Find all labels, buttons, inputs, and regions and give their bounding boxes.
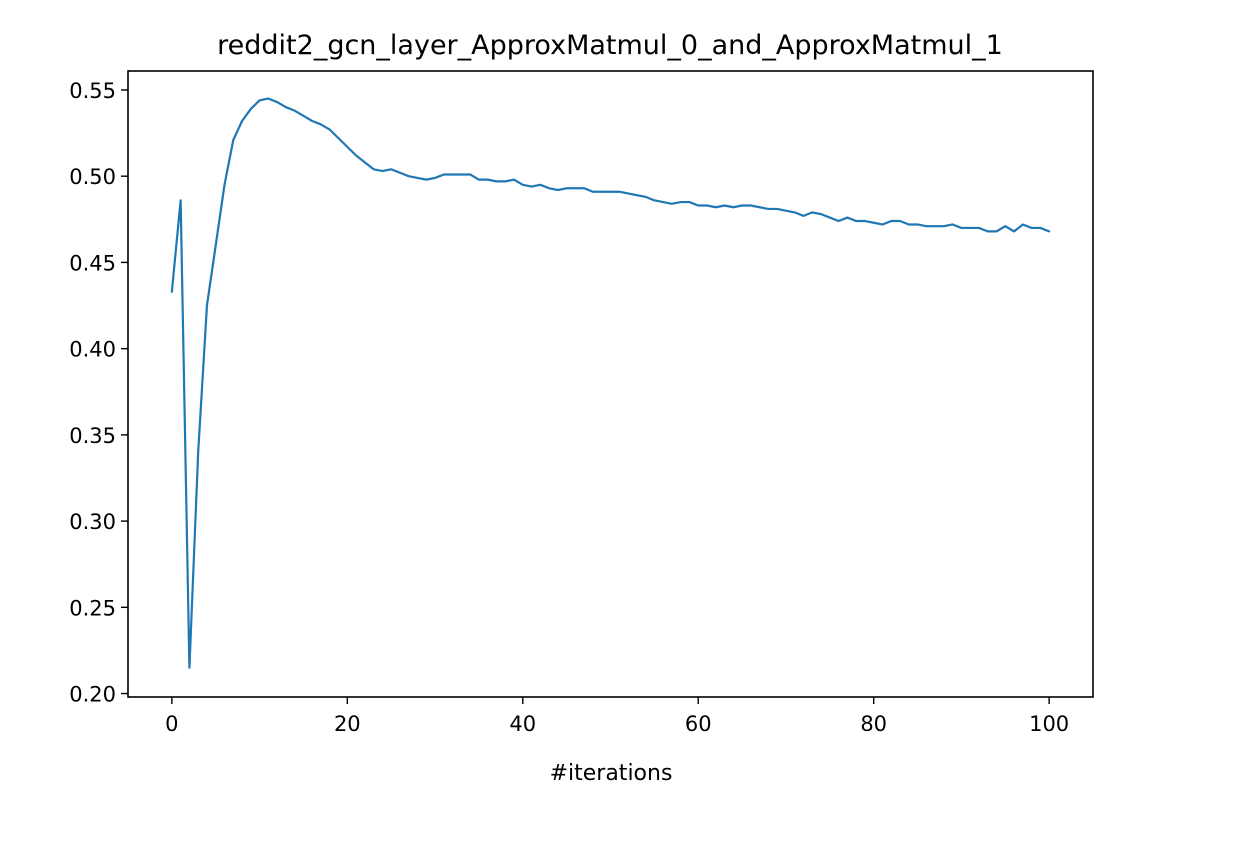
x-axis-label: #iterations <box>550 761 673 786</box>
y-tick-label: 0.30 <box>69 510 116 534</box>
x-tick-label: 40 <box>509 712 536 736</box>
x-tick-label: 100 <box>1029 712 1069 736</box>
y-tick-label: 0.35 <box>69 424 116 448</box>
x-tick-label: 0 <box>165 712 178 736</box>
y-axis: 0.20 0.25 0.30 0.35 0.40 0.45 0.50 0.55 <box>69 79 128 707</box>
x-axis: 0 20 40 60 80 100 <box>165 697 1069 736</box>
series-layer <box>170 97 1051 669</box>
x-tick-label: 60 <box>685 712 712 736</box>
x-tick-label: 20 <box>334 712 361 736</box>
y-tick-label: 0.50 <box>69 165 116 189</box>
y-tick-label: 0.40 <box>69 338 116 362</box>
chart-title: reddit2_gcn_layer_ApproxMatmul_0_and_App… <box>217 30 1003 61</box>
plot-frame <box>127 70 1094 698</box>
x-tick-label: 80 <box>860 712 887 736</box>
y-tick-label: 0.45 <box>69 251 116 275</box>
series-line <box>170 97 1051 669</box>
y-tick-label: 0.20 <box>69 683 116 707</box>
y-tick-label: 0.55 <box>69 79 116 103</box>
y-tick-label: 0.25 <box>69 596 116 620</box>
